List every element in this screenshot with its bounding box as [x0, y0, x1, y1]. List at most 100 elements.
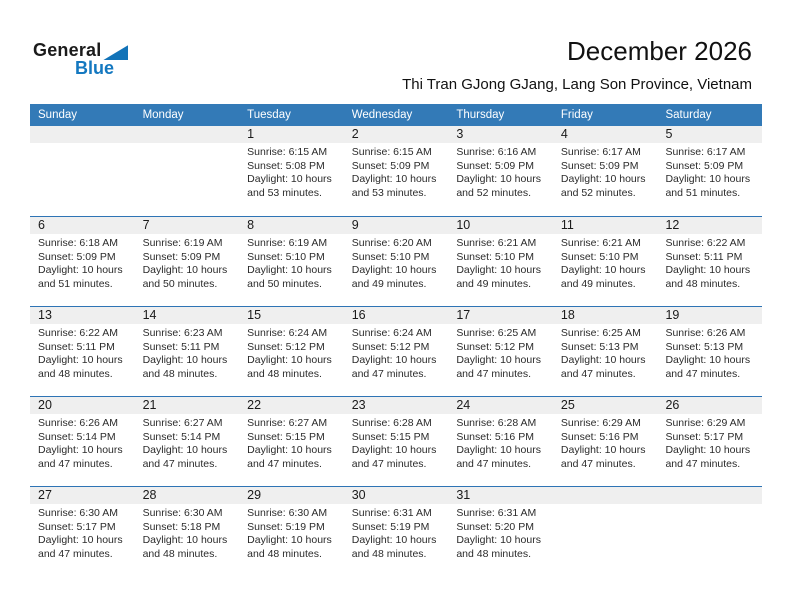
- day-sunrise: Sunrise: 6:22 AM: [665, 237, 746, 249]
- day-sunset: Sunset: 5:09 PM: [665, 159, 744, 172]
- day-number: 14: [142, 308, 157, 322]
- day-daylight: Daylight: 10 hours and 47 minutes.: [456, 444, 541, 470]
- day-daylight: Daylight: 10 hours and 47 minutes.: [665, 444, 751, 470]
- day-sunset: Sunset: 5:10 PM: [560, 250, 639, 263]
- day-daylight: Daylight: 10 hours and 48 minutes.: [665, 264, 751, 290]
- day-sunset: Sunset: 5:10 PM: [456, 250, 534, 263]
- weekday-header-wednesday: Wednesday: [351, 109, 413, 121]
- calendar-day-cell: 27 Sunrise: 6:30 AM Sunset: 5:17 PM Dayligh…: [30, 487, 135, 576]
- day-details: Sunrise: 6:26 AM Sunset: 5:13 PM Daylight:…: [665, 327, 758, 381]
- day-number: 6: [38, 218, 45, 232]
- day-number: 25: [560, 398, 575, 412]
- day-number: 30: [351, 488, 366, 502]
- day-details: Sunrise: 6:25 AM Sunset: 5:13 PM Daylight:…: [561, 327, 654, 381]
- calendar-day-cell: 13 Sunrise: 6:22 AM Sunset: 5:11 PM Dayligh…: [30, 307, 135, 396]
- day-daylight: Daylight: 10 hours and 53 minutes.: [351, 173, 437, 199]
- calendar-day-cell: 2 Sunrise: 6:15 AM Sunset: 5:09 PM Daylight…: [344, 126, 449, 216]
- day-sunrise: Sunrise: 6:22 AM: [38, 327, 118, 339]
- day-daylight: Daylight: 10 hours and 53 minutes.: [247, 173, 332, 199]
- day-sunset: Sunset: 5:17 PM: [665, 430, 744, 443]
- calendar-empty-cell: [30, 126, 135, 216]
- calendar-day-cell: 26 Sunrise: 6:29 AM Sunset: 5:17 PM Dayligh…: [657, 397, 762, 486]
- day-daylight: Daylight: 10 hours and 50 minutes.: [247, 264, 332, 290]
- day-number: 13: [38, 308, 52, 322]
- weekday-header-thursday: Thursday: [456, 109, 505, 121]
- day-sunrise: Sunrise: 6:19 AM: [247, 237, 328, 249]
- day-sunset: Sunset: 5:12 PM: [456, 340, 534, 353]
- day-details: Sunrise: 6:21 AM Sunset: 5:10 PM Daylight:…: [561, 237, 654, 291]
- calendar-day-cell: 7 Sunrise: 6:19 AM Sunset: 5:09 PM Daylight…: [135, 217, 240, 306]
- day-sunrise: Sunrise: 6:15 AM: [351, 146, 432, 158]
- day-sunset: Sunset: 5:13 PM: [665, 340, 744, 353]
- day-details: Sunrise: 6:22 AM Sunset: 5:11 PM Daylight:…: [665, 237, 758, 291]
- weekday-header-saturday: Saturday: [665, 109, 712, 121]
- day-details: Sunrise: 6:29 AM Sunset: 5:17 PM Daylight:…: [665, 417, 758, 471]
- day-number: 26: [665, 398, 680, 412]
- day-sunrise: Sunrise: 6:31 AM: [456, 507, 537, 519]
- day-daylight: Daylight: 10 hours and 48 minutes.: [38, 354, 123, 380]
- day-number: 24: [456, 398, 471, 412]
- day-sunset: Sunset: 5:08 PM: [247, 159, 325, 172]
- calendar-week-row: 27 Sunrise: 6:30 AM Sunset: 5:17 PM Dayligh…: [30, 486, 762, 576]
- day-sunset: Sunset: 5:09 PM: [38, 250, 116, 263]
- logo-text-general: General: [33, 40, 143, 61]
- day-sunset: Sunset: 5:16 PM: [560, 430, 639, 443]
- day-number: 7: [142, 218, 150, 232]
- day-number: 28: [142, 488, 157, 502]
- day-sunset: Sunset: 5:19 PM: [247, 520, 325, 533]
- calendar-day-cell: 23 Sunrise: 6:28 AM Sunset: 5:15 PM Dayligh…: [344, 397, 449, 486]
- day-details: Sunrise: 6:19 AM Sunset: 5:09 PM Daylight:…: [143, 237, 236, 291]
- day-sunset: Sunset: 5:09 PM: [456, 159, 534, 172]
- calendar-day-cell: 17 Sunrise: 6:25 AM Sunset: 5:12 PM Dayligh…: [448, 307, 553, 396]
- calendar-day-cell: 31 Sunrise: 6:31 AM Sunset: 5:20 PM Dayligh…: [448, 487, 553, 576]
- calendar-day-cell: 20 Sunrise: 6:26 AM Sunset: 5:14 PM Dayligh…: [30, 397, 135, 486]
- day-number: 2: [351, 127, 359, 141]
- day-sunrise: Sunrise: 6:29 AM: [560, 417, 641, 429]
- day-number: 27: [38, 488, 52, 502]
- general-blue-logo: General Blue: [33, 40, 143, 79]
- logo-text-blue: Blue: [75, 58, 115, 78]
- day-daylight: Daylight: 10 hours and 47 minutes.: [351, 444, 437, 470]
- day-sunrise: Sunrise: 6:24 AM: [351, 327, 432, 339]
- day-details: Sunrise: 6:27 AM Sunset: 5:14 PM Daylight:…: [143, 417, 236, 471]
- day-sunset: Sunset: 5:12 PM: [351, 340, 430, 353]
- day-sunrise: Sunrise: 6:15 AM: [247, 146, 328, 158]
- calendar-empty-cell: [657, 487, 762, 576]
- day-number: 15: [247, 308, 262, 322]
- day-sunset: Sunset: 5:14 PM: [38, 430, 116, 443]
- day-details: Sunrise: 6:30 AM Sunset: 5:18 PM Daylight:…: [143, 507, 236, 561]
- calendar-week-row: 1 Sunrise: 6:15 AM Sunset: 5:08 PM Daylight…: [30, 126, 762, 216]
- weekday-header-monday: Monday: [142, 109, 184, 121]
- day-number: 31: [456, 488, 471, 502]
- logo-general-label: General: [33, 40, 102, 60]
- day-details: Sunrise: 6:17 AM Sunset: 5:09 PM Daylight:…: [665, 146, 758, 200]
- calendar-day-cell: 10 Sunrise: 6:21 AM Sunset: 5:10 PM Dayligh…: [448, 217, 553, 306]
- day-sunset: Sunset: 5:18 PM: [142, 520, 221, 533]
- day-sunrise: Sunrise: 6:21 AM: [560, 237, 641, 249]
- day-number: 16: [351, 308, 366, 322]
- day-details: Sunrise: 6:28 AM Sunset: 5:16 PM Daylight:…: [456, 417, 549, 471]
- calendar-day-cell: 30 Sunrise: 6:31 AM Sunset: 5:19 PM Dayligh…: [344, 487, 449, 576]
- weekday-header-row: Sunday Monday Tuesday Wednesday Thursday…: [30, 104, 762, 126]
- day-sunrise: Sunrise: 6:26 AM: [38, 417, 118, 429]
- day-sunset: Sunset: 5:11 PM: [142, 340, 220, 353]
- day-daylight: Daylight: 10 hours and 50 minutes.: [142, 264, 228, 290]
- calendar-day-cell: 21 Sunrise: 6:27 AM Sunset: 5:14 PM Dayligh…: [135, 397, 240, 486]
- calendar-day-cell: 19 Sunrise: 6:26 AM Sunset: 5:13 PM Dayligh…: [657, 307, 762, 396]
- day-sunrise: Sunrise: 6:17 AM: [560, 146, 641, 158]
- day-sunrise: Sunrise: 6:31 AM: [351, 507, 432, 519]
- day-details: Sunrise: 6:29 AM Sunset: 5:16 PM Daylight:…: [561, 417, 654, 471]
- day-details: Sunrise: 6:26 AM Sunset: 5:14 PM Daylight:…: [38, 417, 131, 471]
- calendar-day-cell: 24 Sunrise: 6:28 AM Sunset: 5:16 PM Dayligh…: [448, 397, 553, 486]
- day-sunrise: Sunrise: 6:27 AM: [247, 417, 328, 429]
- day-daylight: Daylight: 10 hours and 51 minutes.: [38, 264, 123, 290]
- day-daylight: Daylight: 10 hours and 52 minutes.: [456, 173, 541, 199]
- calendar-day-cell: 5 Sunrise: 6:17 AM Sunset: 5:09 PM Daylight…: [657, 126, 762, 216]
- day-daylight: Daylight: 10 hours and 49 minutes.: [351, 264, 437, 290]
- day-daylight: Daylight: 10 hours and 48 minutes.: [456, 534, 541, 560]
- calendar-day-cell: 6 Sunrise: 6:18 AM Sunset: 5:09 PM Daylight…: [30, 217, 135, 306]
- day-daylight: Daylight: 10 hours and 47 minutes.: [38, 444, 123, 470]
- day-daylight: Daylight: 10 hours and 47 minutes.: [351, 354, 437, 380]
- day-daylight: Daylight: 10 hours and 48 minutes.: [247, 534, 332, 560]
- day-daylight: Daylight: 10 hours and 47 minutes.: [142, 444, 228, 470]
